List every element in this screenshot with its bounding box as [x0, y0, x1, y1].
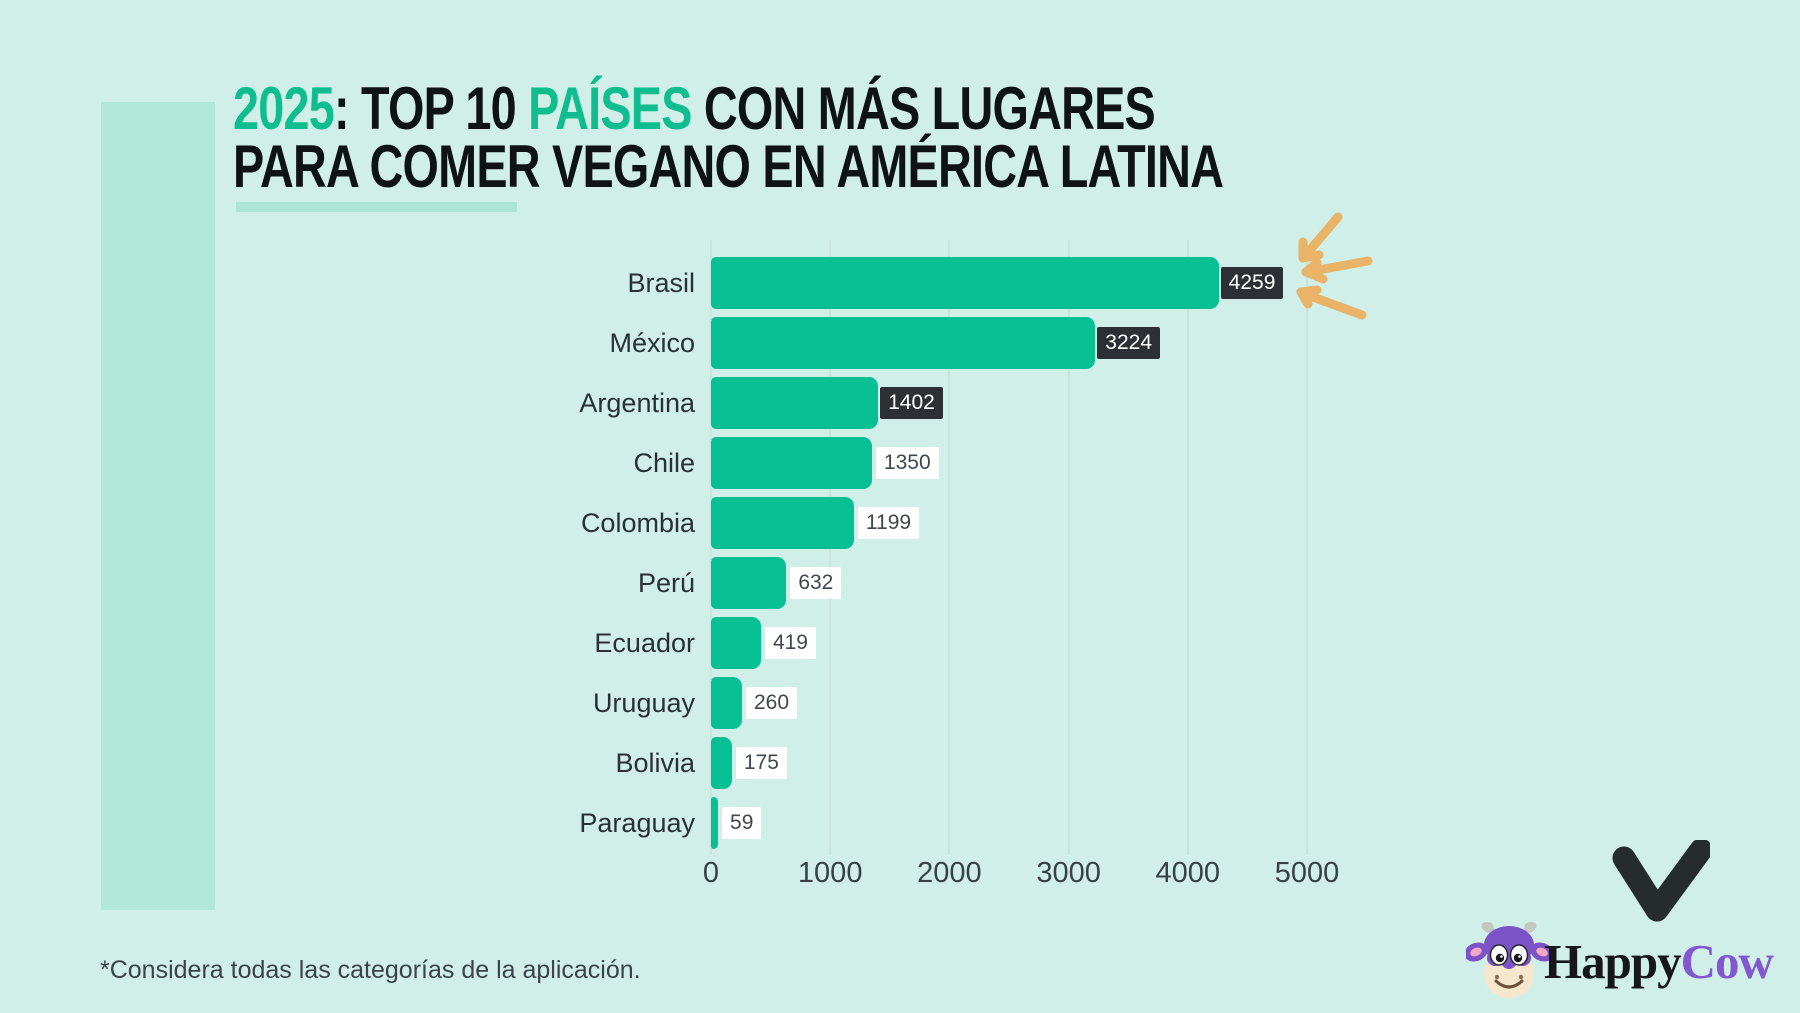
title-line-2: PARA COMER VEGANO EN AMÉRICA LATINA [233, 133, 1224, 200]
bar-uruguay [711, 677, 742, 729]
grid-line-3000 [1067, 240, 1070, 855]
grid-line-4000 [1186, 240, 1189, 855]
bar-colombia [711, 497, 854, 549]
bar-brasil [711, 257, 1219, 309]
grid-line-2000 [948, 240, 951, 855]
grid-line-5000 [1306, 240, 1308, 855]
category-label-paraguay: Paraguay [579, 808, 695, 838]
footnote: *Considera todas las categorías de la ap… [100, 956, 641, 984]
value-label-paraguay: 59 [722, 807, 762, 839]
left-accent-band [101, 102, 215, 910]
x-tick-3000: 3000 [1036, 857, 1101, 889]
title-underline [236, 202, 517, 212]
x-tick-2000: 2000 [917, 857, 982, 889]
x-axis: 0 1000 2000 3000 4000 5000 [703, 857, 1339, 891]
bar-argentina [711, 377, 879, 429]
logo-word-cow: Cow [1680, 934, 1774, 989]
category-label-colombia: Colombia [580, 508, 695, 538]
value-label-uruguay: 260 [745, 687, 798, 719]
value-label-chile: 1350 [875, 447, 939, 479]
value-label-argentina: 1402 [880, 387, 943, 419]
grid-line-0 [710, 240, 712, 855]
x-tick-4000: 4000 [1155, 857, 1221, 889]
title-mid: : TOP 10 [333, 75, 529, 142]
heart-brush-icon [1612, 840, 1710, 922]
bar-ecuador [711, 617, 761, 669]
value-label-brasil: 4259 [1220, 267, 1284, 299]
title-paises: PAÍSES [528, 75, 692, 142]
bar-paraguay [711, 797, 719, 849]
annotation-arrows-icon [1296, 212, 1373, 320]
title-line-1: 2025: TOP 10 PAÍSES CON MÁS LUGARES [233, 79, 1223, 139]
category-label-brasil: Brasil [627, 268, 695, 298]
happycow-logo: HappyCow [1544, 934, 1774, 989]
cow-mascot-icon [1466, 922, 1552, 998]
bar-chile [711, 437, 872, 489]
category-label-peru: Perú [637, 568, 695, 598]
value-label-mexico: 3224 [1097, 327, 1161, 359]
x-tick-5000: 5000 [1274, 857, 1340, 889]
category-label-chile: Chile [633, 448, 695, 478]
x-tick-1000: 1000 [797, 857, 863, 889]
category-label-mexico: México [609, 328, 695, 358]
category-label-bolivia: Bolivia [615, 748, 695, 778]
value-label-bolivia: 175 [735, 747, 787, 779]
category-labels: Brasil México Argentina Chile Colombia Perú Ec… [400, 253, 695, 853]
bar-bolivia [711, 737, 732, 789]
bar-mexico [711, 317, 1096, 369]
x-tick-0: 0 [702, 857, 720, 889]
bar-peru [711, 557, 787, 609]
page-title: 2025: TOP 10 PAÍSES CON MÁS LUGARES PARA… [233, 79, 1224, 200]
category-label-uruguay: Uruguay [592, 688, 695, 718]
value-label-colombia: 1199 [857, 507, 920, 539]
bar-chart: 4259 3224 1402 1350 1199 632 419 260 175 59 [710, 240, 1308, 855]
logo-word-happy: Happy [1544, 934, 1682, 989]
category-label-ecuador: Ecuador [594, 628, 695, 658]
value-label-ecuador: 419 [764, 627, 816, 659]
title-year: 2025 [233, 75, 335, 142]
value-label-peru: 632 [790, 567, 842, 599]
title-rest: CON MÁS LUGARES [691, 75, 1156, 142]
category-label-argentina: Argentina [579, 388, 695, 418]
